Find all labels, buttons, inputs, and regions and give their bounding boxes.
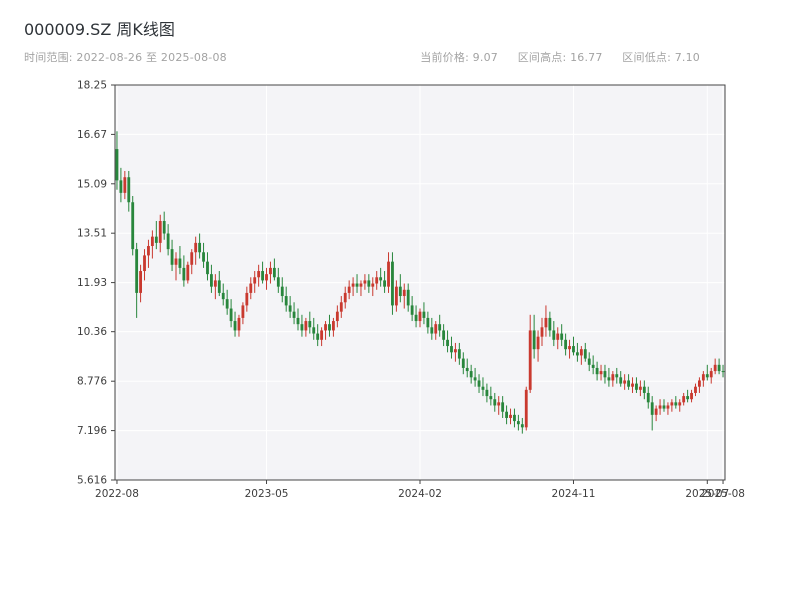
x-tick-label: 2024-02 (398, 488, 442, 500)
date-range-label: 时间范围: 2022-08-26 至 2025-08-08 (24, 51, 227, 64)
y-tick-label: 16.67 (77, 129, 107, 141)
x-axis: 2022-08 2023-05 2024-02 2024-11 2025-072025-… (95, 480, 745, 500)
range-low-stat: 区间低点: 7.10 (622, 51, 700, 64)
y-tick-label: 10.36 (77, 326, 107, 338)
y-tick-label: 7.196 (77, 425, 107, 437)
y-tick-label: 5.616 (77, 475, 107, 487)
y-tick-label: 15.09 (77, 178, 107, 190)
range-high-stat: 区间高点: 16.77 (517, 51, 603, 64)
x-tick-label: 2022-08 (95, 488, 139, 500)
y-tick-label: 18.25 (77, 80, 107, 92)
y-tick-label: 8.776 (77, 376, 107, 388)
y-axis: 18.25 16.67 15.09 13.51 11.93 10.36 8.776 7.196… (77, 80, 115, 487)
x-tick-label: 2023-05 (245, 488, 289, 500)
x-tick-label: 2025-08 (701, 488, 745, 500)
y-tick-label: 13.51 (77, 228, 107, 240)
x-tick-label: 2024-11 (552, 488, 596, 500)
candles-layer (115, 131, 725, 434)
x-tick-label: 2025-07 (685, 488, 729, 500)
page-title: 000009.SZ 周K线图 (24, 20, 175, 39)
y-tick-label: 11.93 (77, 277, 107, 289)
price-stats: 当前价格: 9.07 区间高点: 16.77 区间低点: 7.10 (420, 49, 700, 65)
current-price-stat: 当前价格: 9.07 (420, 51, 498, 64)
